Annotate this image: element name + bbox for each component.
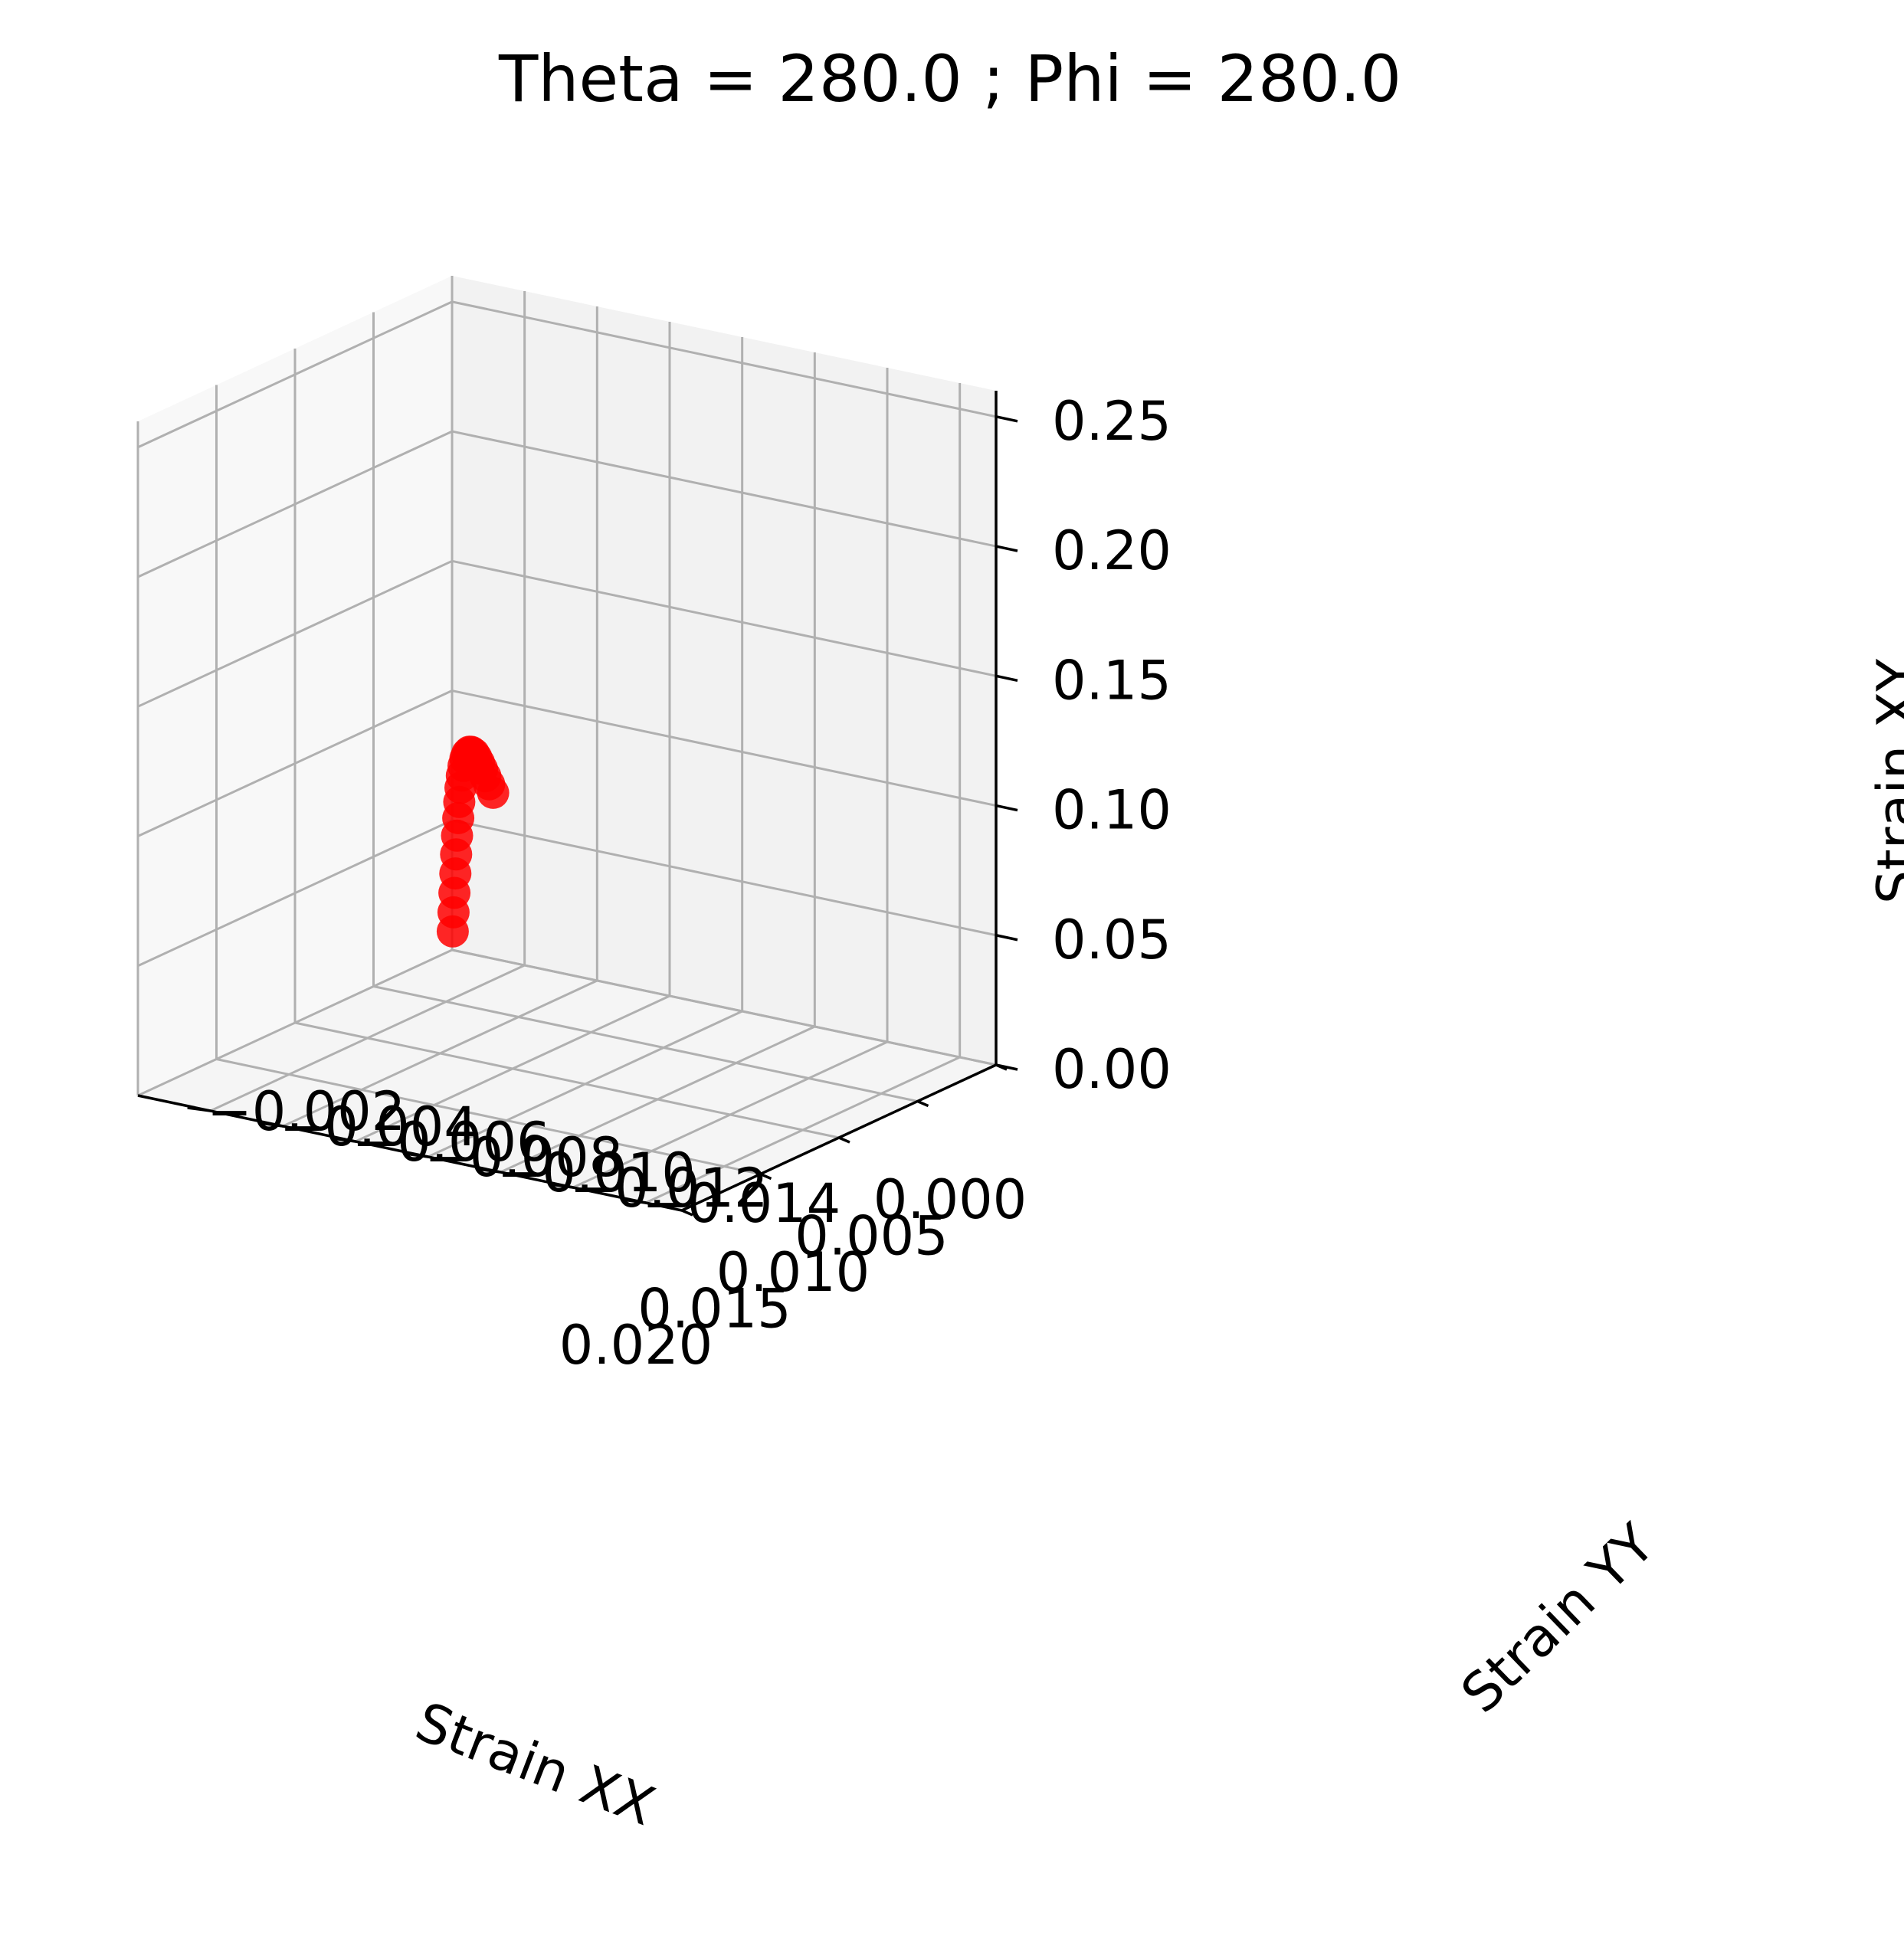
z-tick-label: 0.15	[1052, 649, 1172, 712]
z-tick-label: 0.25	[1052, 390, 1172, 453]
x-gridline	[216, 1058, 761, 1175]
y-gridline	[210, 964, 526, 1112]
z-tick	[995, 934, 1018, 942]
y-gridline	[428, 1010, 743, 1158]
y-gridline	[500, 1025, 815, 1174]
z-tick	[995, 674, 1018, 683]
y-gridline	[572, 1040, 888, 1189]
y-tick-label: −0.012	[569, 1157, 768, 1220]
z-gridline	[137, 559, 453, 708]
data-points	[436, 735, 510, 948]
y-tick	[477, 1168, 501, 1174]
x-gridline	[373, 985, 918, 1102]
y-tick	[622, 1198, 646, 1204]
z-axis-label: Strain XY	[1866, 659, 1904, 905]
z-gridline	[451, 689, 997, 807]
y-tick	[405, 1152, 428, 1158]
x-tick-label: 0.015	[637, 1278, 791, 1341]
y-tick-label: −0.002	[207, 1080, 405, 1143]
y-tick-label: −0.008	[424, 1126, 623, 1189]
z-gridline	[137, 948, 453, 1097]
y-gridline	[645, 1056, 961, 1204]
y-tick-label: −0.004	[280, 1096, 478, 1158]
z-gridline	[451, 430, 997, 548]
z-gridline	[451, 300, 997, 418]
y-tick-label: −0.006	[352, 1111, 550, 1174]
z-gridline	[137, 300, 453, 449]
x-tick-label: 0.010	[716, 1241, 870, 1304]
x-tick-label: 0.020	[559, 1314, 713, 1377]
y-tick	[332, 1137, 356, 1143]
z-tick	[995, 1063, 1018, 1071]
y-tick	[549, 1183, 574, 1189]
x-tick	[916, 1099, 929, 1108]
z-tick-label: 0.20	[1052, 519, 1172, 582]
z-tick-label: 0.05	[1052, 909, 1172, 971]
back-pane	[452, 276, 996, 1065]
z-tick	[995, 415, 1018, 423]
z-tick-label: 0.10	[1052, 779, 1172, 842]
y-tick-label: −0.014	[642, 1172, 841, 1235]
x-tick-label: 0.005	[795, 1205, 948, 1268]
y-gridline	[355, 994, 670, 1143]
x-tick	[681, 1209, 693, 1217]
z-gridline	[137, 430, 453, 578]
y-gridline	[282, 979, 598, 1128]
x-tick	[759, 1172, 772, 1181]
z-tick	[995, 804, 1018, 812]
z-gridline	[451, 819, 997, 937]
x-tick	[838, 1136, 850, 1144]
y-axis-line	[137, 1094, 683, 1212]
y-axis-label: Strain YY	[1450, 1512, 1667, 1725]
chart-title: Theta = 280.0 ; Phi = 280.0	[498, 41, 1401, 116]
y-tick	[260, 1122, 283, 1128]
z-gridline	[137, 689, 453, 837]
y-tick	[187, 1106, 211, 1112]
x-axis-label: Strain XX	[408, 1690, 663, 1838]
z-gridline	[451, 948, 997, 1066]
z-gridline	[451, 559, 997, 677]
x-tick-label: 0.000	[873, 1168, 1027, 1231]
data-point	[477, 776, 510, 809]
y-tick-label: −0.010	[497, 1141, 696, 1204]
tick-labels: 0.0000.0050.0100.0150.020−0.014−0.012−0.…	[187, 390, 1172, 1377]
x-gridline	[294, 1021, 840, 1139]
z-gridline	[137, 819, 453, 968]
z-tick-label: 0.00	[1052, 1038, 1172, 1101]
z-tick	[995, 545, 1018, 552]
